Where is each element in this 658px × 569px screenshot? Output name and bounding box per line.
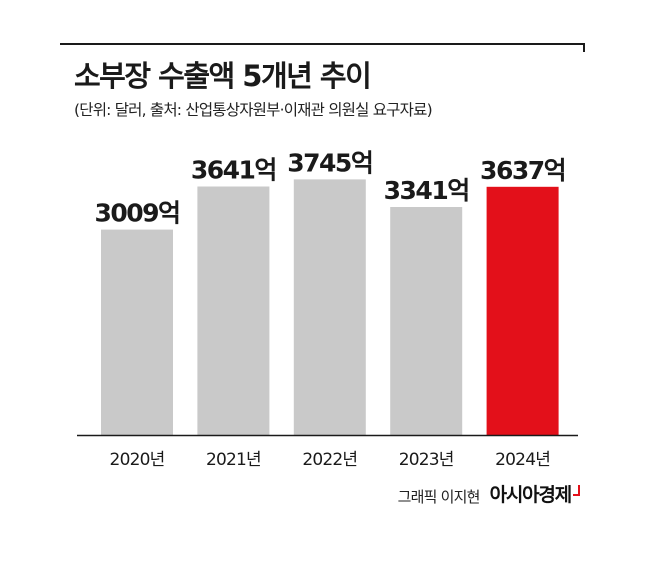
x-tick-label: 2021년 <box>206 450 261 470</box>
chart-subtitle: (단위: 달러, 출처: 산업통상자원부·이재관 의원실 요구자료) <box>74 101 433 119</box>
bar-2023년 <box>390 207 463 435</box>
x-tick-label: 2020년 <box>110 450 165 470</box>
data-label-2023년: 3341억 <box>384 176 469 205</box>
data-label-2020년: 3009억 <box>94 199 179 228</box>
top-rule-end <box>583 43 585 52</box>
footer: 그래픽 이지현 아시아경제 <box>398 485 580 505</box>
chart-title: 소부장 수출액 5개년 추이 <box>74 59 372 93</box>
bar-2022년 <box>293 179 366 435</box>
bar-2024년 <box>486 186 559 435</box>
data-label-2024년: 3637억 <box>480 156 565 185</box>
top-rule <box>60 43 585 45</box>
x-tick-label: 2023년 <box>399 450 454 470</box>
bar-2020년 <box>101 229 173 435</box>
brand-logo: 아시아경제 <box>489 484 573 506</box>
graphic-credit: 그래픽 이지현 <box>397 488 481 506</box>
data-label-2021년: 3641억 <box>191 156 276 185</box>
bar-2021년 <box>197 186 270 435</box>
x-tick-label: 2024년 <box>495 450 550 470</box>
data-label-2022년: 3745억 <box>287 148 372 177</box>
x-tick-label: 2022년 <box>302 450 357 470</box>
corner-mark-icon <box>573 485 580 496</box>
